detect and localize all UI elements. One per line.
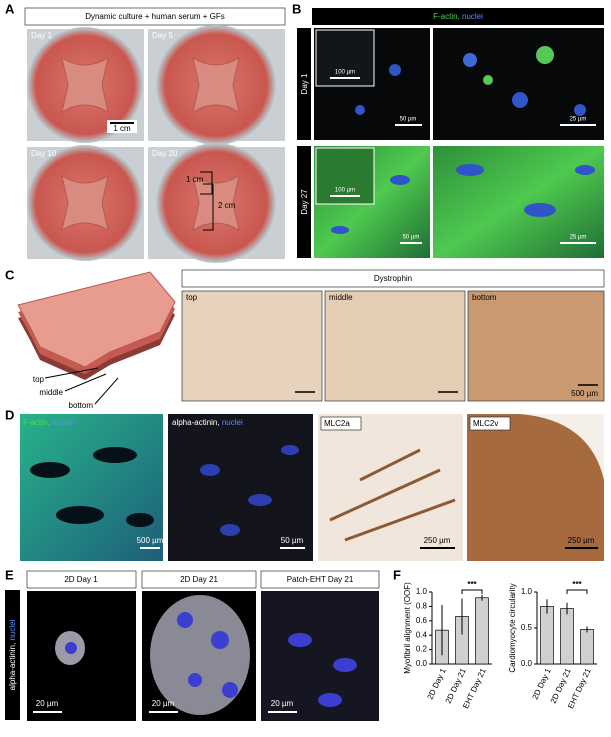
x-tick-label: 2D Day 1 [425, 666, 447, 701]
scale-label: 500 µm [571, 389, 598, 398]
y-tick-label: 0.8 [416, 602, 428, 611]
image-label: bottom [472, 293, 497, 302]
stain-label: MLC2v [473, 419, 498, 428]
header-box [260, 570, 380, 589]
dimension-label: 2 cm [218, 201, 236, 210]
x-tick-label: 2D Day 1 [530, 666, 552, 701]
y-axis-label: Cardiomyocyte circularity [508, 583, 517, 672]
header: 2D Day 1 [64, 575, 98, 584]
significance-label: *** [467, 580, 477, 589]
label-box [469, 416, 511, 431]
day-label: Day 10 [31, 149, 57, 158]
panel-label: E [5, 567, 14, 582]
scale-label: 20 µm [36, 699, 59, 708]
image-label: middle [329, 293, 353, 302]
layer-label: middle [39, 388, 63, 397]
bar [560, 608, 574, 665]
scale-label: 50 µm [400, 117, 417, 123]
scale-label: 1 cm [113, 124, 131, 133]
y-tick-label: 0.4 [416, 630, 428, 639]
stain-label: alpha-actinin, nuclei [172, 418, 243, 427]
bar [580, 629, 594, 665]
scale-label: 20 µm [271, 699, 294, 708]
bar [540, 606, 554, 665]
stain-blue: nuclei [8, 619, 17, 640]
header-bar [312, 8, 604, 25]
stain-green: F-actin, [23, 418, 50, 427]
y-tick-label: 1.0 [521, 587, 533, 596]
scale-label: 250 µm [424, 536, 451, 545]
stain-blue: nuclei [222, 418, 243, 427]
header-blue: nuclei [462, 12, 483, 21]
row-label: Day 1 [300, 73, 309, 94]
stain-white: alpha-actinin, [172, 418, 220, 427]
bar [475, 597, 489, 665]
stain-label: F-actin, nuclei [23, 418, 73, 427]
header: F-actin, nuclei [433, 12, 483, 21]
plate-images [27, 25, 285, 263]
y-axis-label: Myofibril alignment (OOF) [403, 582, 412, 674]
panel-label: A [5, 1, 15, 16]
scale-label: 25 µm [570, 235, 587, 241]
significance-bracket [566, 589, 588, 594]
day-label: Day 1 [31, 31, 52, 40]
y-tick-label: 1.0 [416, 587, 428, 596]
row-label: Day 27 [300, 189, 309, 215]
header-box [141, 570, 257, 589]
y-tick-label: 0.5 [521, 623, 533, 632]
panel-label: C [5, 267, 15, 282]
micrographs [297, 28, 604, 258]
stain-white: alpha-actinin, [8, 643, 17, 691]
scale-label: 100 µm [335, 188, 355, 194]
panel-label: B [292, 1, 301, 16]
cell-images [27, 591, 379, 721]
dimension-label: 1 cm [186, 175, 204, 184]
side-label: alpha-actinin, nuclei [8, 619, 17, 690]
header: Patch-EHT Day 21 [287, 575, 354, 584]
panel-label: D [5, 407, 14, 422]
day-label: Day 5 [152, 31, 173, 40]
day-label: Day 20 [152, 149, 178, 158]
header-box [181, 269, 605, 288]
side-bar [5, 590, 20, 720]
scale-label: 50 µm [281, 536, 304, 545]
layer-label: top [33, 375, 45, 384]
y-tick-label: 0.0 [416, 659, 428, 668]
scale-label: 50 µm [403, 235, 420, 241]
y-tick-label: 0.6 [416, 616, 428, 625]
stain-label: MLC2a [324, 419, 350, 428]
stain-blue: nuclei [52, 418, 73, 427]
scale-label: 20 µm [152, 699, 175, 708]
header: Dystrophin [374, 274, 412, 283]
header-box [24, 7, 286, 26]
header-green: F-actin, [433, 12, 460, 21]
scale-label: 25 µm [570, 117, 587, 123]
y-tick-label: 0.0 [521, 659, 533, 668]
significance-label: *** [572, 580, 582, 589]
header: 2D Day 21 [180, 575, 218, 584]
y-tick-label: 0.2 [416, 645, 428, 654]
panel-label: F [393, 567, 401, 582]
layer-label: bottom [69, 401, 94, 410]
image-label: top [186, 293, 198, 302]
header: Dynamic culture + human serum + GFs [85, 12, 225, 21]
significance-bracket [461, 589, 483, 594]
scale-label: 250 µm [568, 536, 595, 545]
scale-label: 500 µm [137, 536, 164, 545]
dystrophin-images [181, 290, 605, 402]
stain-images [20, 414, 604, 561]
header-box [26, 570, 137, 589]
scale-label: 100 µm [335, 70, 355, 76]
label-box [320, 416, 362, 431]
patch-diagram [17, 271, 176, 405]
